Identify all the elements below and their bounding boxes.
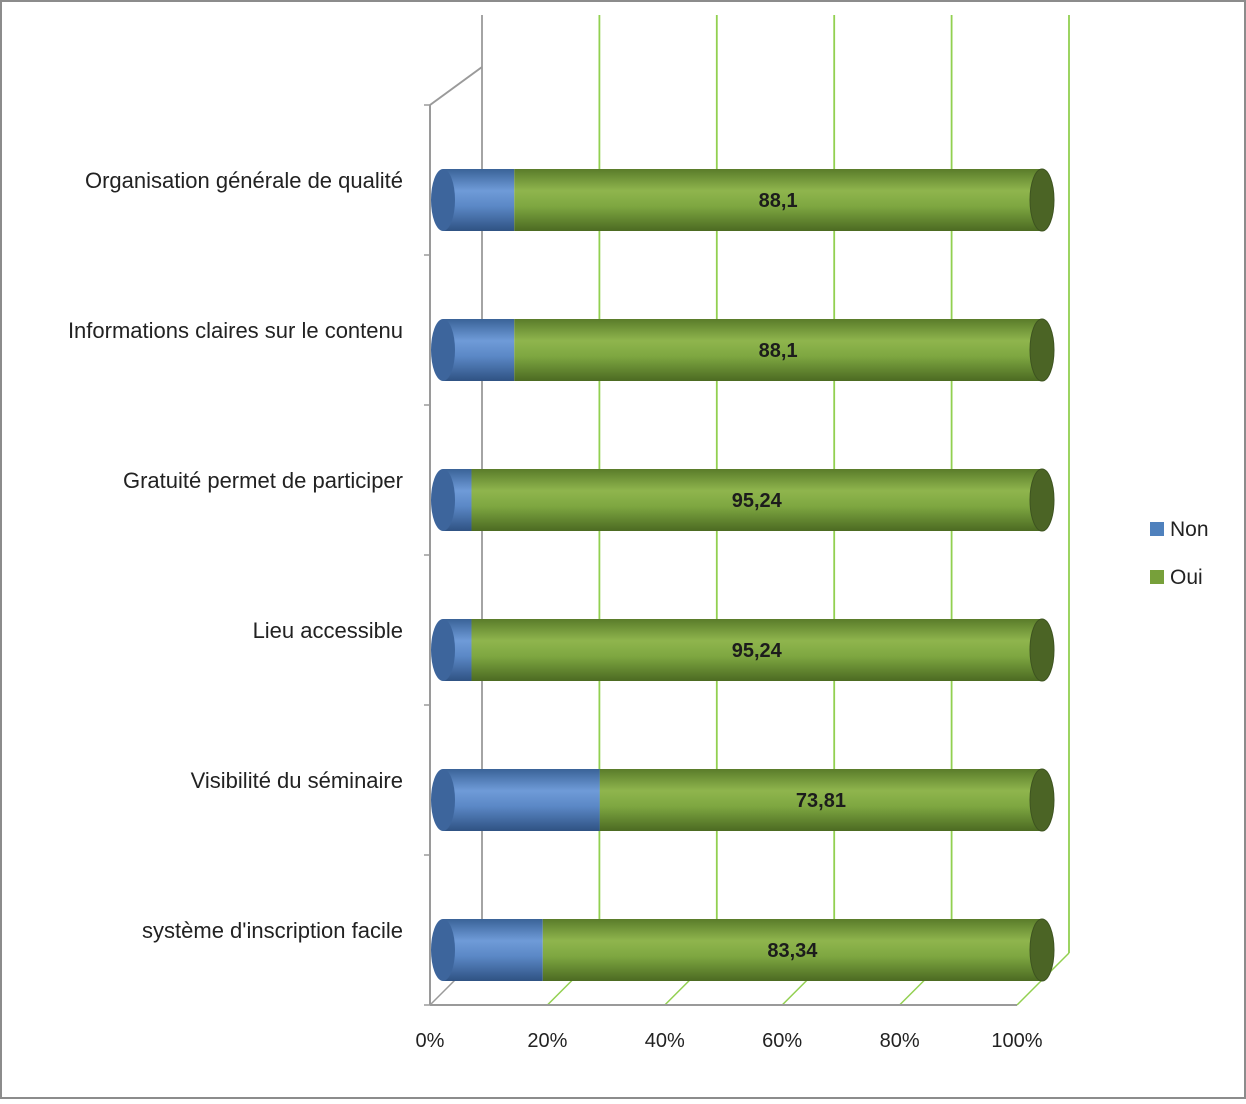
legend-swatch-oui (1150, 570, 1164, 584)
bar-body (471, 469, 1042, 531)
bar-body (443, 769, 600, 831)
bar-body (514, 319, 1042, 381)
labels-layer: 0% 20% 40% 60% 80% 100% Organisation générale … (68, 168, 1043, 1052)
bar-end-cap (1029, 768, 1055, 832)
category-label: Organisation générale de qualité (85, 168, 403, 193)
data-label: 88,1 (759, 190, 798, 212)
bar-left-cap (431, 769, 455, 831)
category-axis-top-edge (429, 66, 483, 106)
bar-segment-non (431, 619, 472, 681)
legend-label-oui: Oui (1170, 566, 1203, 589)
bar-segment-non (431, 319, 515, 381)
legend-swatch-non (1150, 522, 1164, 536)
data-label: 83,34 (767, 940, 818, 962)
bar-left-cap (431, 469, 455, 531)
bar-end-cap (1029, 318, 1055, 382)
legend: Non Oui (1150, 518, 1209, 589)
x-tick-label: 40% (645, 1030, 685, 1052)
bar-segment-oui (599, 768, 1055, 832)
bar-segment-oui (471, 618, 1055, 682)
bar-segment-oui (471, 468, 1055, 532)
bar-body (514, 169, 1042, 231)
data-label: 95,24 (732, 490, 783, 512)
category-label: Visibilité du séminaire (191, 768, 403, 793)
bar-end-cap (1029, 468, 1055, 532)
bar-body (599, 769, 1042, 831)
x-tick-label: 80% (880, 1030, 920, 1052)
data-label: 73,81 (796, 790, 846, 812)
category-label: Lieu accessible (253, 618, 403, 643)
data-label: 88,1 (759, 340, 798, 362)
data-label: 95,24 (732, 640, 783, 662)
x-tick-label: 0% (416, 1030, 445, 1052)
bar-left-cap (431, 169, 455, 231)
bar-segment-non (431, 769, 600, 831)
bar-segment-non (431, 919, 543, 981)
bar-left-cap (431, 919, 455, 981)
legend-label-non: Non (1170, 518, 1209, 541)
category-label: Gratuité permet de participer (123, 468, 403, 493)
category-label: système d'inscription facile (142, 918, 403, 943)
bars-layer (431, 168, 1055, 982)
bar-body (471, 619, 1042, 681)
bar-segment-oui (542, 918, 1055, 982)
bar-body (542, 919, 1042, 981)
bar-body (443, 919, 543, 981)
x-tick-label: 60% (762, 1030, 802, 1052)
bar-end-cap (1029, 618, 1055, 682)
bar-end-cap (1029, 918, 1055, 982)
bar-segment-oui (514, 168, 1055, 232)
bar-left-cap (431, 619, 455, 681)
bar-segment-non (431, 169, 515, 231)
category-label: Informations claires sur le contenu (68, 318, 403, 343)
bar-left-cap (431, 319, 455, 381)
bar-segment-oui (514, 318, 1055, 382)
bar-end-cap (1029, 168, 1055, 232)
bar-segment-non (431, 469, 472, 531)
x-tick-label: 20% (527, 1030, 567, 1052)
axis-layer (424, 66, 1017, 1006)
x-tick-label: 100% (991, 1030, 1042, 1052)
